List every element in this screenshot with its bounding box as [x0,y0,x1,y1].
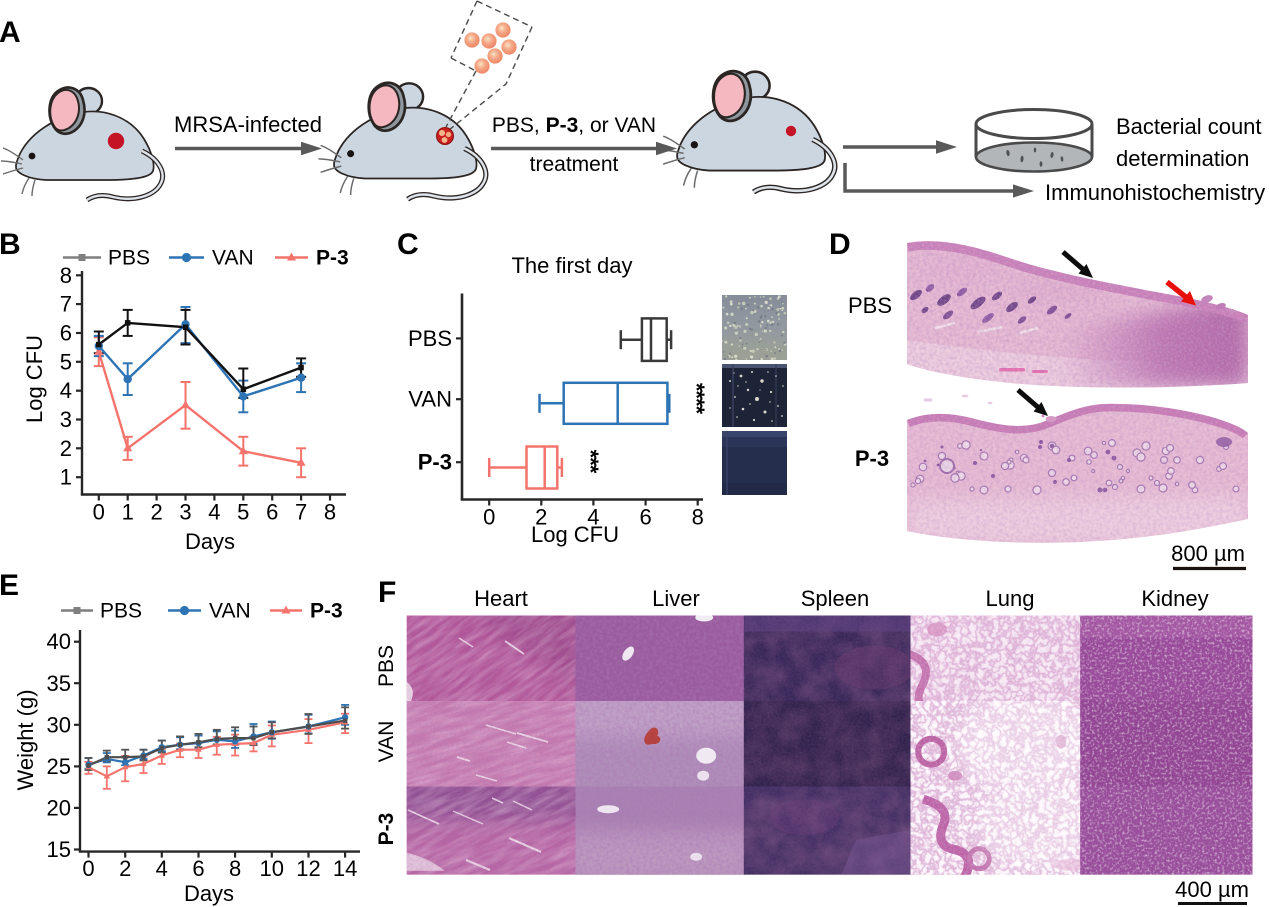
svg-text:Weight (g): Weight (g) [13,689,38,790]
svg-text:PBS: PBS [108,247,150,270]
svg-text:B: B [0,228,21,261]
svg-text:8: 8 [229,856,241,881]
svg-text:Days: Days [184,881,234,906]
svg-text:Days: Days [185,529,235,554]
svg-text:6: 6 [639,505,651,530]
svg-text:Log CFU: Log CFU [531,522,619,547]
svg-text:VAN: VAN [209,600,251,623]
svg-text:Log CFU: Log CFU [22,335,47,423]
svg-text:Heart: Heart [474,586,528,611]
svg-text:MRSA-infected: MRSA-infected [174,112,322,137]
svg-text:30: 30 [47,712,71,737]
svg-text:Spleen: Spleen [801,586,870,611]
svg-text:***: *** [578,450,603,474]
svg-text:12: 12 [296,856,320,881]
svg-text:4: 4 [60,378,72,403]
svg-text:20: 20 [47,795,71,820]
svg-text:Immunohistochemistry: Immunohistochemistry [1045,180,1265,205]
svg-text:Liver: Liver [652,586,700,611]
svg-text:2: 2 [60,436,72,461]
svg-text:7: 7 [60,292,72,317]
svg-text:P-3: P-3 [375,813,398,846]
svg-text:2: 2 [150,500,162,525]
svg-text:P-3: P-3 [310,600,343,623]
svg-text:0: 0 [93,500,105,525]
svg-text:P-3: P-3 [316,247,349,270]
svg-text:Kidney: Kidney [1141,586,1208,611]
svg-text:2: 2 [119,856,131,881]
svg-text:The first day: The first day [511,253,632,278]
svg-text:PBS: PBS [375,645,398,687]
svg-text:4: 4 [208,500,220,525]
svg-text:8: 8 [60,263,72,288]
svg-text:6: 6 [60,321,72,346]
svg-text:determination: determination [1116,146,1249,171]
svg-text:PBS: PBS [100,600,142,623]
svg-text:3: 3 [60,407,72,432]
svg-text:0: 0 [483,505,495,530]
svg-text:VAN: VAN [212,247,254,270]
svg-text:4: 4 [587,505,599,530]
svg-text:treatment: treatment [530,153,619,176]
svg-text:5: 5 [237,500,249,525]
svg-text:P-3: P-3 [418,450,452,475]
svg-text:6: 6 [266,500,278,525]
svg-text:6: 6 [192,856,204,881]
svg-text:Bacterial count: Bacterial count [1116,114,1262,139]
svg-text:PBS: PBS [848,293,892,318]
svg-text:VAN: VAN [375,721,398,763]
svg-text:P-3: P-3 [855,446,889,471]
svg-text:PBS, P-3, or VAN: PBS, P-3, or VAN [492,114,656,137]
svg-text:1: 1 [122,500,134,525]
svg-text:1: 1 [60,465,72,490]
svg-text:E: E [0,569,19,602]
svg-text:VAN: VAN [408,387,452,412]
svg-text:3: 3 [179,500,191,525]
svg-text:8: 8 [692,505,704,530]
svg-text:****: **** [684,383,709,415]
svg-text:800 µm: 800 µm [1171,541,1245,566]
svg-text:2: 2 [535,505,547,530]
svg-text:400 µm: 400 µm [1175,877,1249,902]
svg-text:14: 14 [333,856,357,881]
svg-text:10: 10 [260,856,284,881]
svg-text:0: 0 [82,856,94,881]
svg-text:40: 40 [47,629,71,654]
svg-text:25: 25 [47,754,71,779]
svg-text:D: D [829,228,851,261]
svg-text:8: 8 [324,500,336,525]
svg-text:A: A [0,16,21,49]
svg-text:7: 7 [295,500,307,525]
svg-text:15: 15 [47,837,71,862]
svg-text:35: 35 [47,671,71,696]
svg-text:F: F [378,576,396,609]
svg-text:Lung: Lung [986,586,1035,611]
svg-text:PBS: PBS [408,326,452,351]
svg-text:4: 4 [156,856,168,881]
svg-text:5: 5 [60,349,72,374]
svg-text:C: C [397,228,419,261]
